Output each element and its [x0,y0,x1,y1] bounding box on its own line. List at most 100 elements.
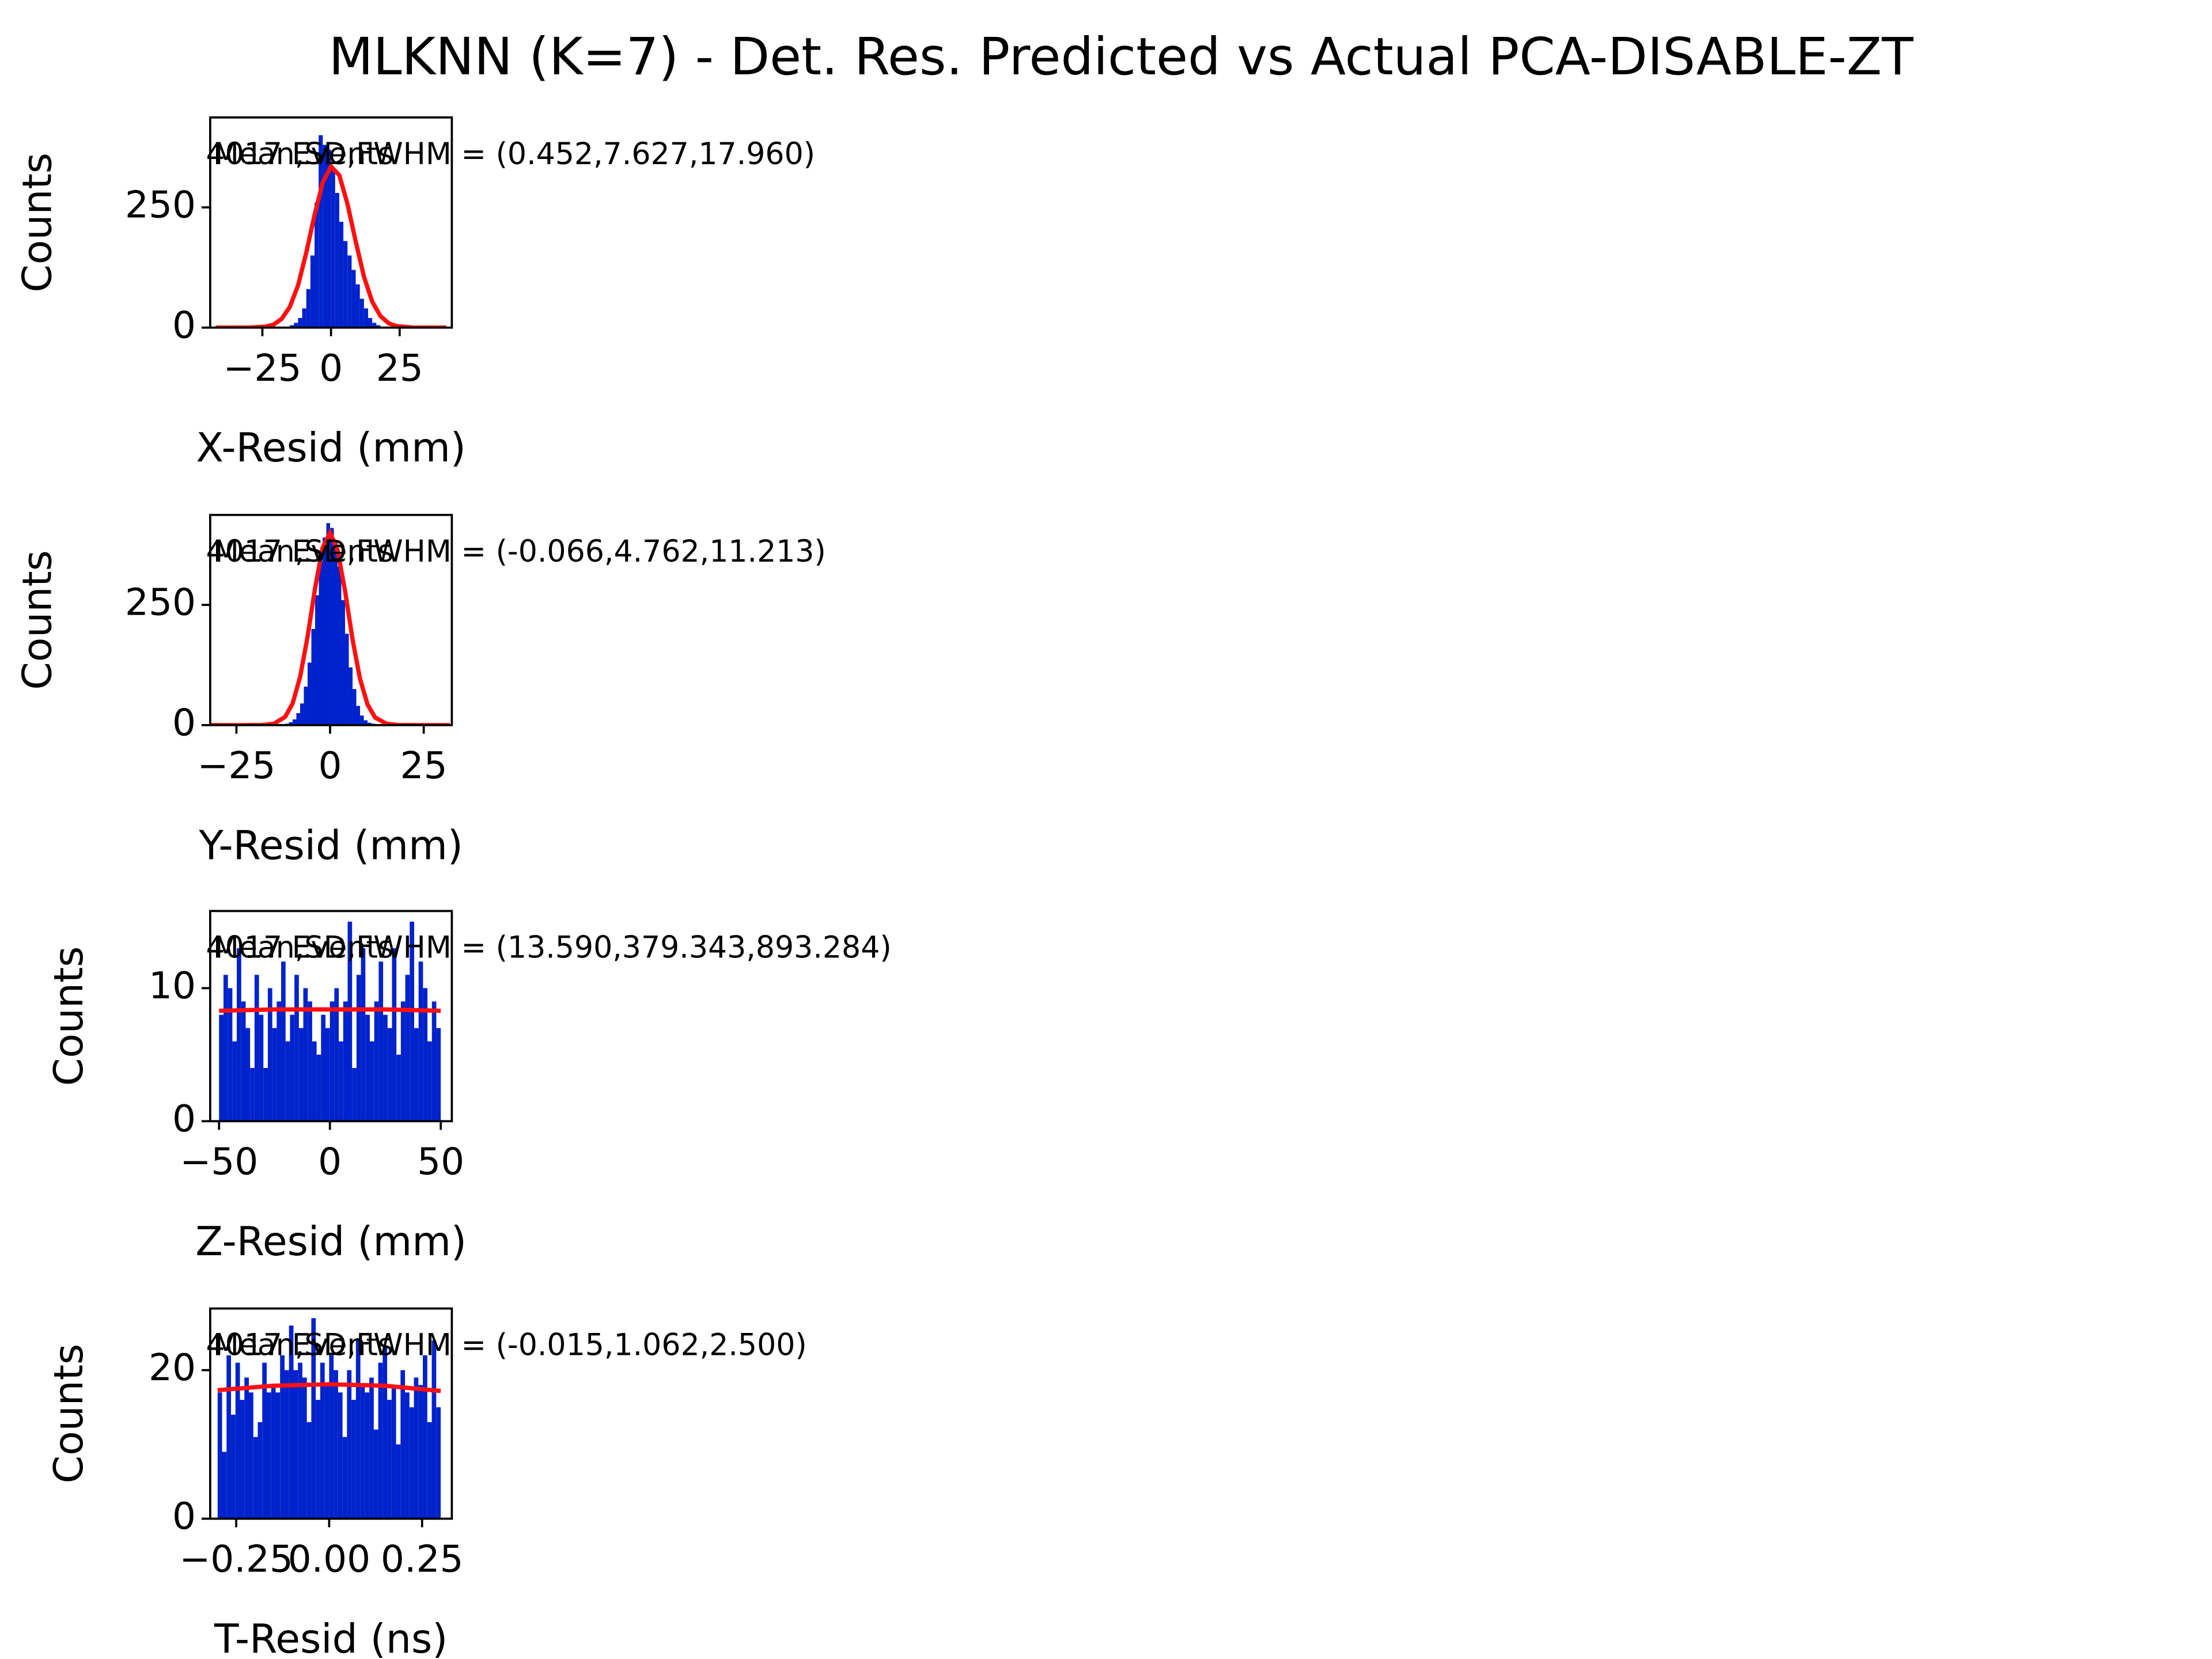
histogram-bar [316,1054,321,1122]
histogram-bar [292,719,297,725]
subplot: −0.250.00 0.25 0 20 T-Resid (ns) Counts 4017 E… [46,1307,807,1659]
histogram-bar [360,715,364,725]
fit-curve [210,528,450,725]
histogram-bar [436,1407,441,1519]
histogram-bar [310,255,315,328]
histogram-bar [306,289,310,328]
histogram-bar [298,318,302,328]
histogram-bar [347,921,353,1122]
histogram-bar [276,1001,282,1122]
histogram-bar [226,1355,232,1519]
histogram-bar [281,961,286,1122]
y-axis-label: Counts [46,946,92,1086]
histogram-bar [311,1318,316,1519]
x-tick-label: 0 [319,347,343,390]
histogram-bar [320,1362,325,1519]
histogram-bar [232,1041,237,1122]
histogram-bar [396,1054,401,1122]
histogram-bar [365,1014,370,1122]
x-tick-label: 0 [318,744,342,787]
annotation: Mean,SD,FWHM = (-0.015,1.062,2.500) [213,1328,807,1363]
histogram-bar [356,706,361,725]
annotation: 4017 Events [206,931,393,965]
histogram-bar [349,667,353,725]
histogram-bar [267,988,272,1122]
histogram-bar [329,1001,335,1122]
histogram-bar [289,722,293,725]
histogram-bar [365,1392,370,1519]
histogram-bar [327,149,331,328]
histogram-bar [343,241,348,328]
histogram-bar [355,1340,361,1519]
histogram-bar [271,1385,276,1519]
annotation: 4017 Events [206,137,393,172]
annotation: 4017 Events [206,1328,393,1363]
histogram-bar [323,537,327,725]
histogram-bar [368,318,373,328]
histogram-bar [409,1407,414,1519]
histogram-bar [315,202,319,328]
histogram-bar [254,975,259,1122]
histogram-bar [244,1377,249,1519]
histogram-bar [217,1392,222,1519]
histogram-bar [335,192,339,328]
histogram-bar [324,1385,329,1519]
histogram-bar [400,1001,406,1122]
histogram-bar [378,961,384,1122]
y-tick-label: 0 [172,1097,196,1141]
histogram-bar [237,948,241,1122]
histogram-bar [321,1014,326,1122]
histogram-bar [431,1340,437,1519]
histogram-bar [368,722,372,725]
histogram-bar [391,1385,396,1519]
histogram-bar [372,323,377,328]
histogram-bar [302,1377,307,1519]
plot-area [210,523,450,725]
histogram-bar [339,1041,343,1122]
histogram-bar [285,1041,290,1122]
histogram-bar [341,600,346,725]
histogram-bar [319,135,323,328]
histogram-bar [275,1392,281,1519]
x-axis-label: T-Resid (ns) [214,1616,448,1659]
histogram-bar [312,1041,317,1122]
histogram-bar [240,1400,245,1519]
annotation: 4017 Events [206,535,393,569]
annotation: Mean,SD,FWHM = (13.590,379.343,893.284) [213,931,892,965]
histogram-bar [338,1392,343,1519]
histogram-bar [414,1377,419,1519]
y-tick-label: 20 [149,1346,196,1389]
histogram-bar [351,1400,356,1519]
histogram-bar [414,1028,419,1122]
annotation: Mean,SD,FWHM = (-0.066,4.762,11.213) [213,535,826,569]
histogram-bar [293,1370,298,1519]
histogram-bar [231,1414,236,1519]
axes-frame [209,910,453,1123]
figure-title: MLKNN (K=7) - Det. Res. Predicted vs Act… [329,27,1914,87]
histogram-bar [329,1355,334,1519]
histogram-bar [228,988,233,1122]
x-tick-label: −25 [223,347,301,390]
histogram-bar [339,222,344,328]
histogram-bar [257,1422,263,1519]
histogram-bar [345,634,349,725]
histogram-bar [280,1355,285,1519]
histogram-bar [272,1028,277,1122]
histogram-bar [405,975,410,1122]
histogram-bar [250,1067,255,1122]
histogram-bar [376,325,381,328]
x-tick-label: 25 [400,744,448,787]
histogram-bar [289,1325,294,1519]
plot-area [215,135,446,328]
plot-area [217,1318,441,1519]
x-tick-label: 0.25 [381,1537,464,1581]
histogram-bar [307,662,312,725]
histogram-bar [296,713,300,725]
histogram-bar [436,1028,441,1122]
histogram-bar [263,1067,268,1122]
histogram-bar [410,921,414,1122]
histogram-bar [396,1444,401,1519]
